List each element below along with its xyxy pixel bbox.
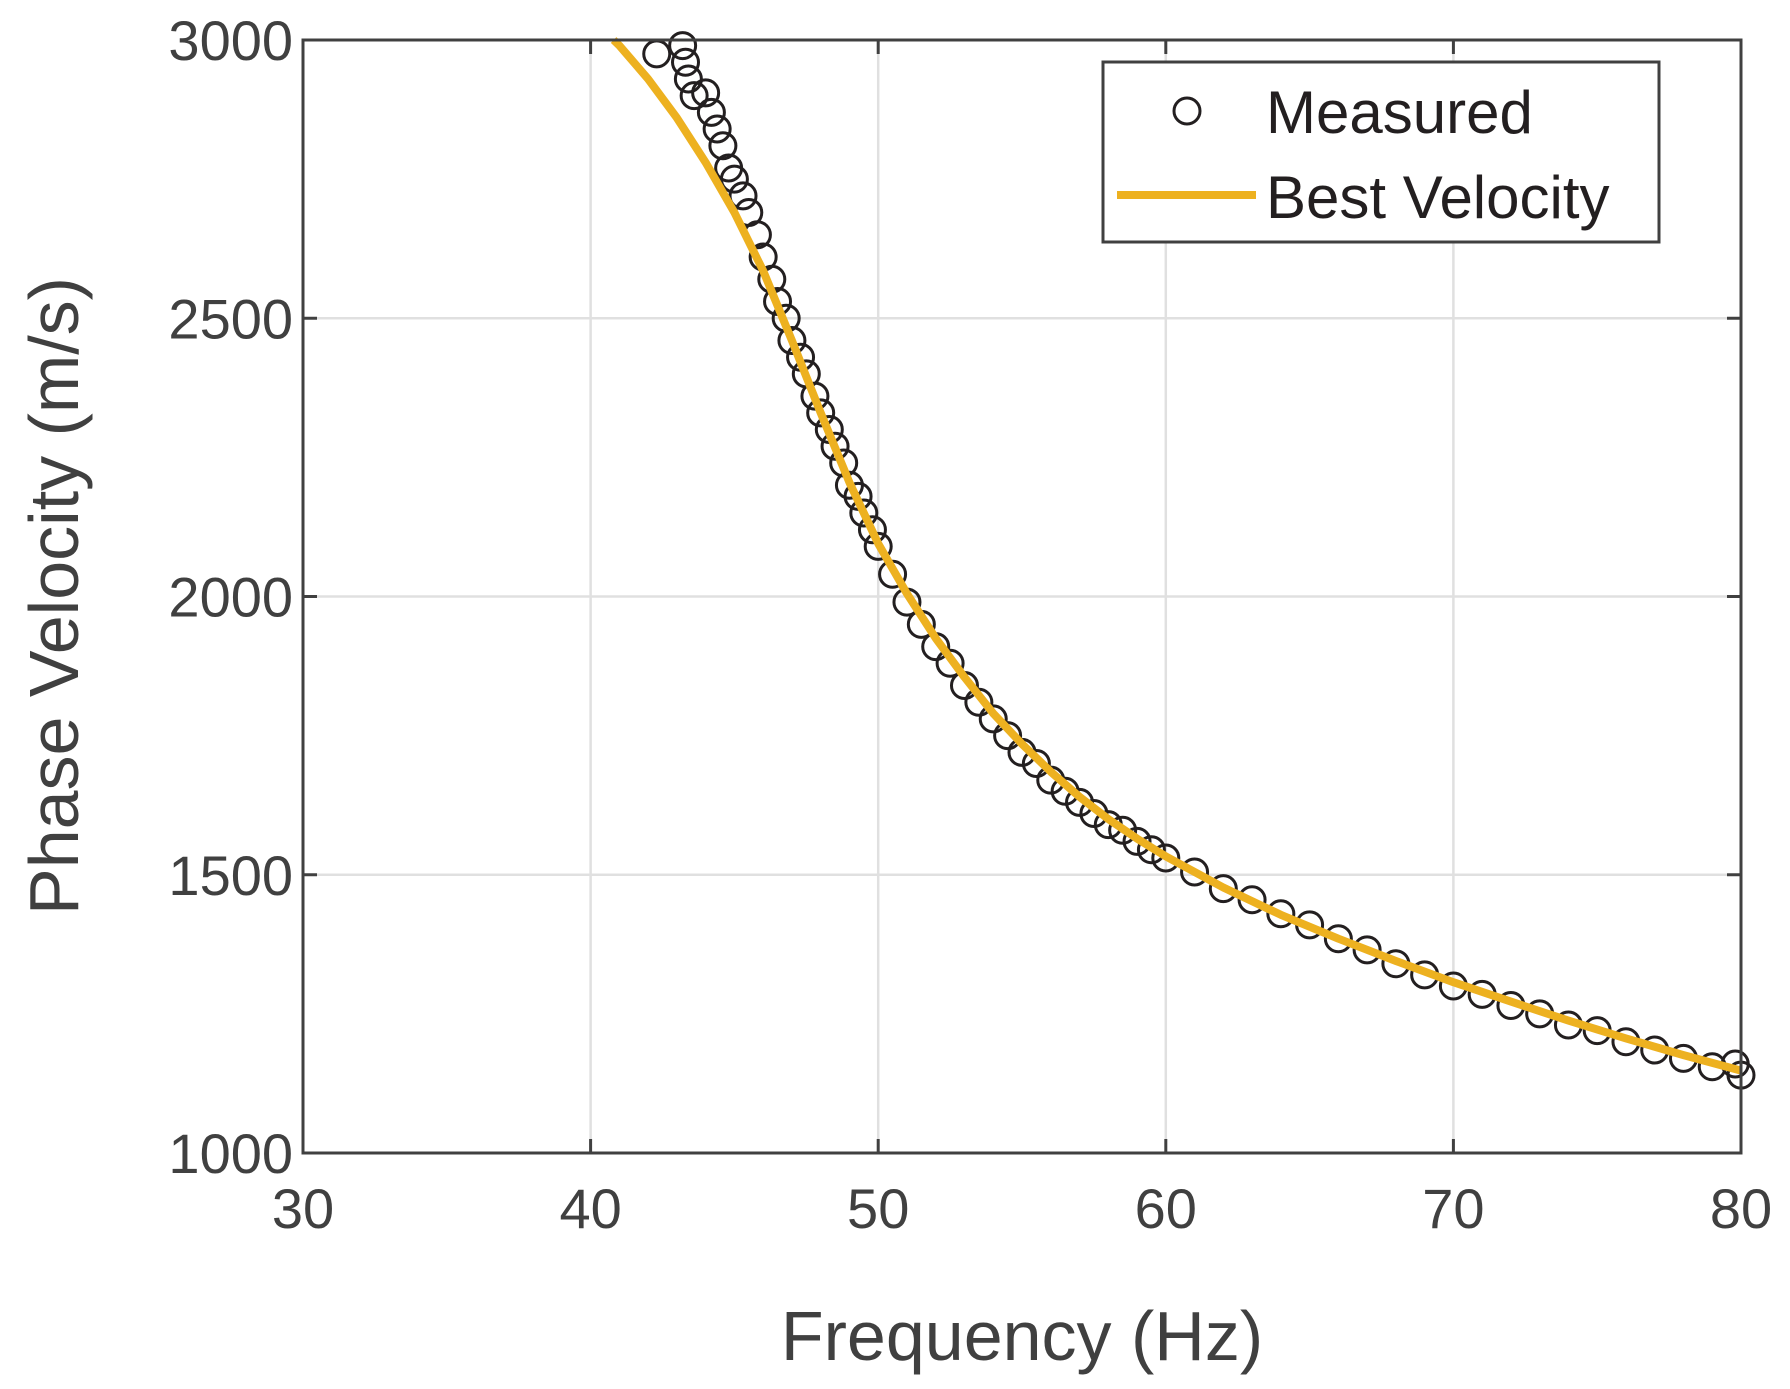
y-tick-label: 3000 [168,9,293,72]
measured-point [728,181,758,211]
x-tick-label: 70 [1422,1177,1484,1240]
measured-point [679,81,709,111]
x-tick-label: 30 [272,1177,334,1240]
y-tick-label: 2000 [168,566,293,629]
measured-point [671,47,701,77]
measured-point [978,704,1008,734]
legend-measured-label: Measured [1266,79,1533,146]
measured-point [1266,899,1296,929]
measured-point [1323,924,1353,954]
measured-point [702,114,732,144]
y-tick-label: 1000 [168,1122,293,1185]
measured-point [1208,874,1238,904]
measured-point [777,326,807,356]
y-tick-label: 1500 [168,844,293,907]
legend-box [1101,60,1661,244]
x-axis-label: Frequency (Hz) [781,1297,1263,1375]
measured-point [1180,857,1210,887]
best-velocity-line [610,37,1743,1075]
measured-point [1136,835,1166,865]
measured-point [1122,826,1152,856]
measured-point [993,721,1023,751]
measured-point [1352,935,1382,965]
measured-point [1108,815,1138,845]
measured-point [719,164,749,194]
measured-point [849,498,879,528]
measured-point [1151,843,1181,873]
y-axis-label: Phase Velocity (m/s) [15,277,93,915]
measured-point [1021,748,1051,778]
measured-point [668,31,698,61]
legend-measured-marker [1172,96,1202,126]
measured-point [673,64,703,94]
measured-point [696,97,726,127]
measured-point [691,78,721,108]
y-tick-label: 2500 [168,287,293,350]
x-tick-label: 80 [1710,1177,1772,1240]
legend: Measured Best Velocity [1101,60,1661,244]
x-tick-label: 40 [559,1177,621,1240]
measured-point [1237,885,1267,915]
measured-point [820,431,850,461]
fit-series [610,37,1743,1075]
measured-point [642,39,672,69]
measured-point [806,398,836,428]
measured-point [708,131,738,161]
x-tick-label: 50 [847,1177,909,1240]
ticks: 30 40 50 60 70 80 1000 1500 2000 2500 3000 [168,9,1772,1240]
measured-point [857,515,887,545]
legend-fit-label: Best Velocity [1266,164,1610,231]
x-tick-label: 60 [1135,1177,1197,1240]
measured-point [863,531,893,561]
measured-point [935,648,965,678]
